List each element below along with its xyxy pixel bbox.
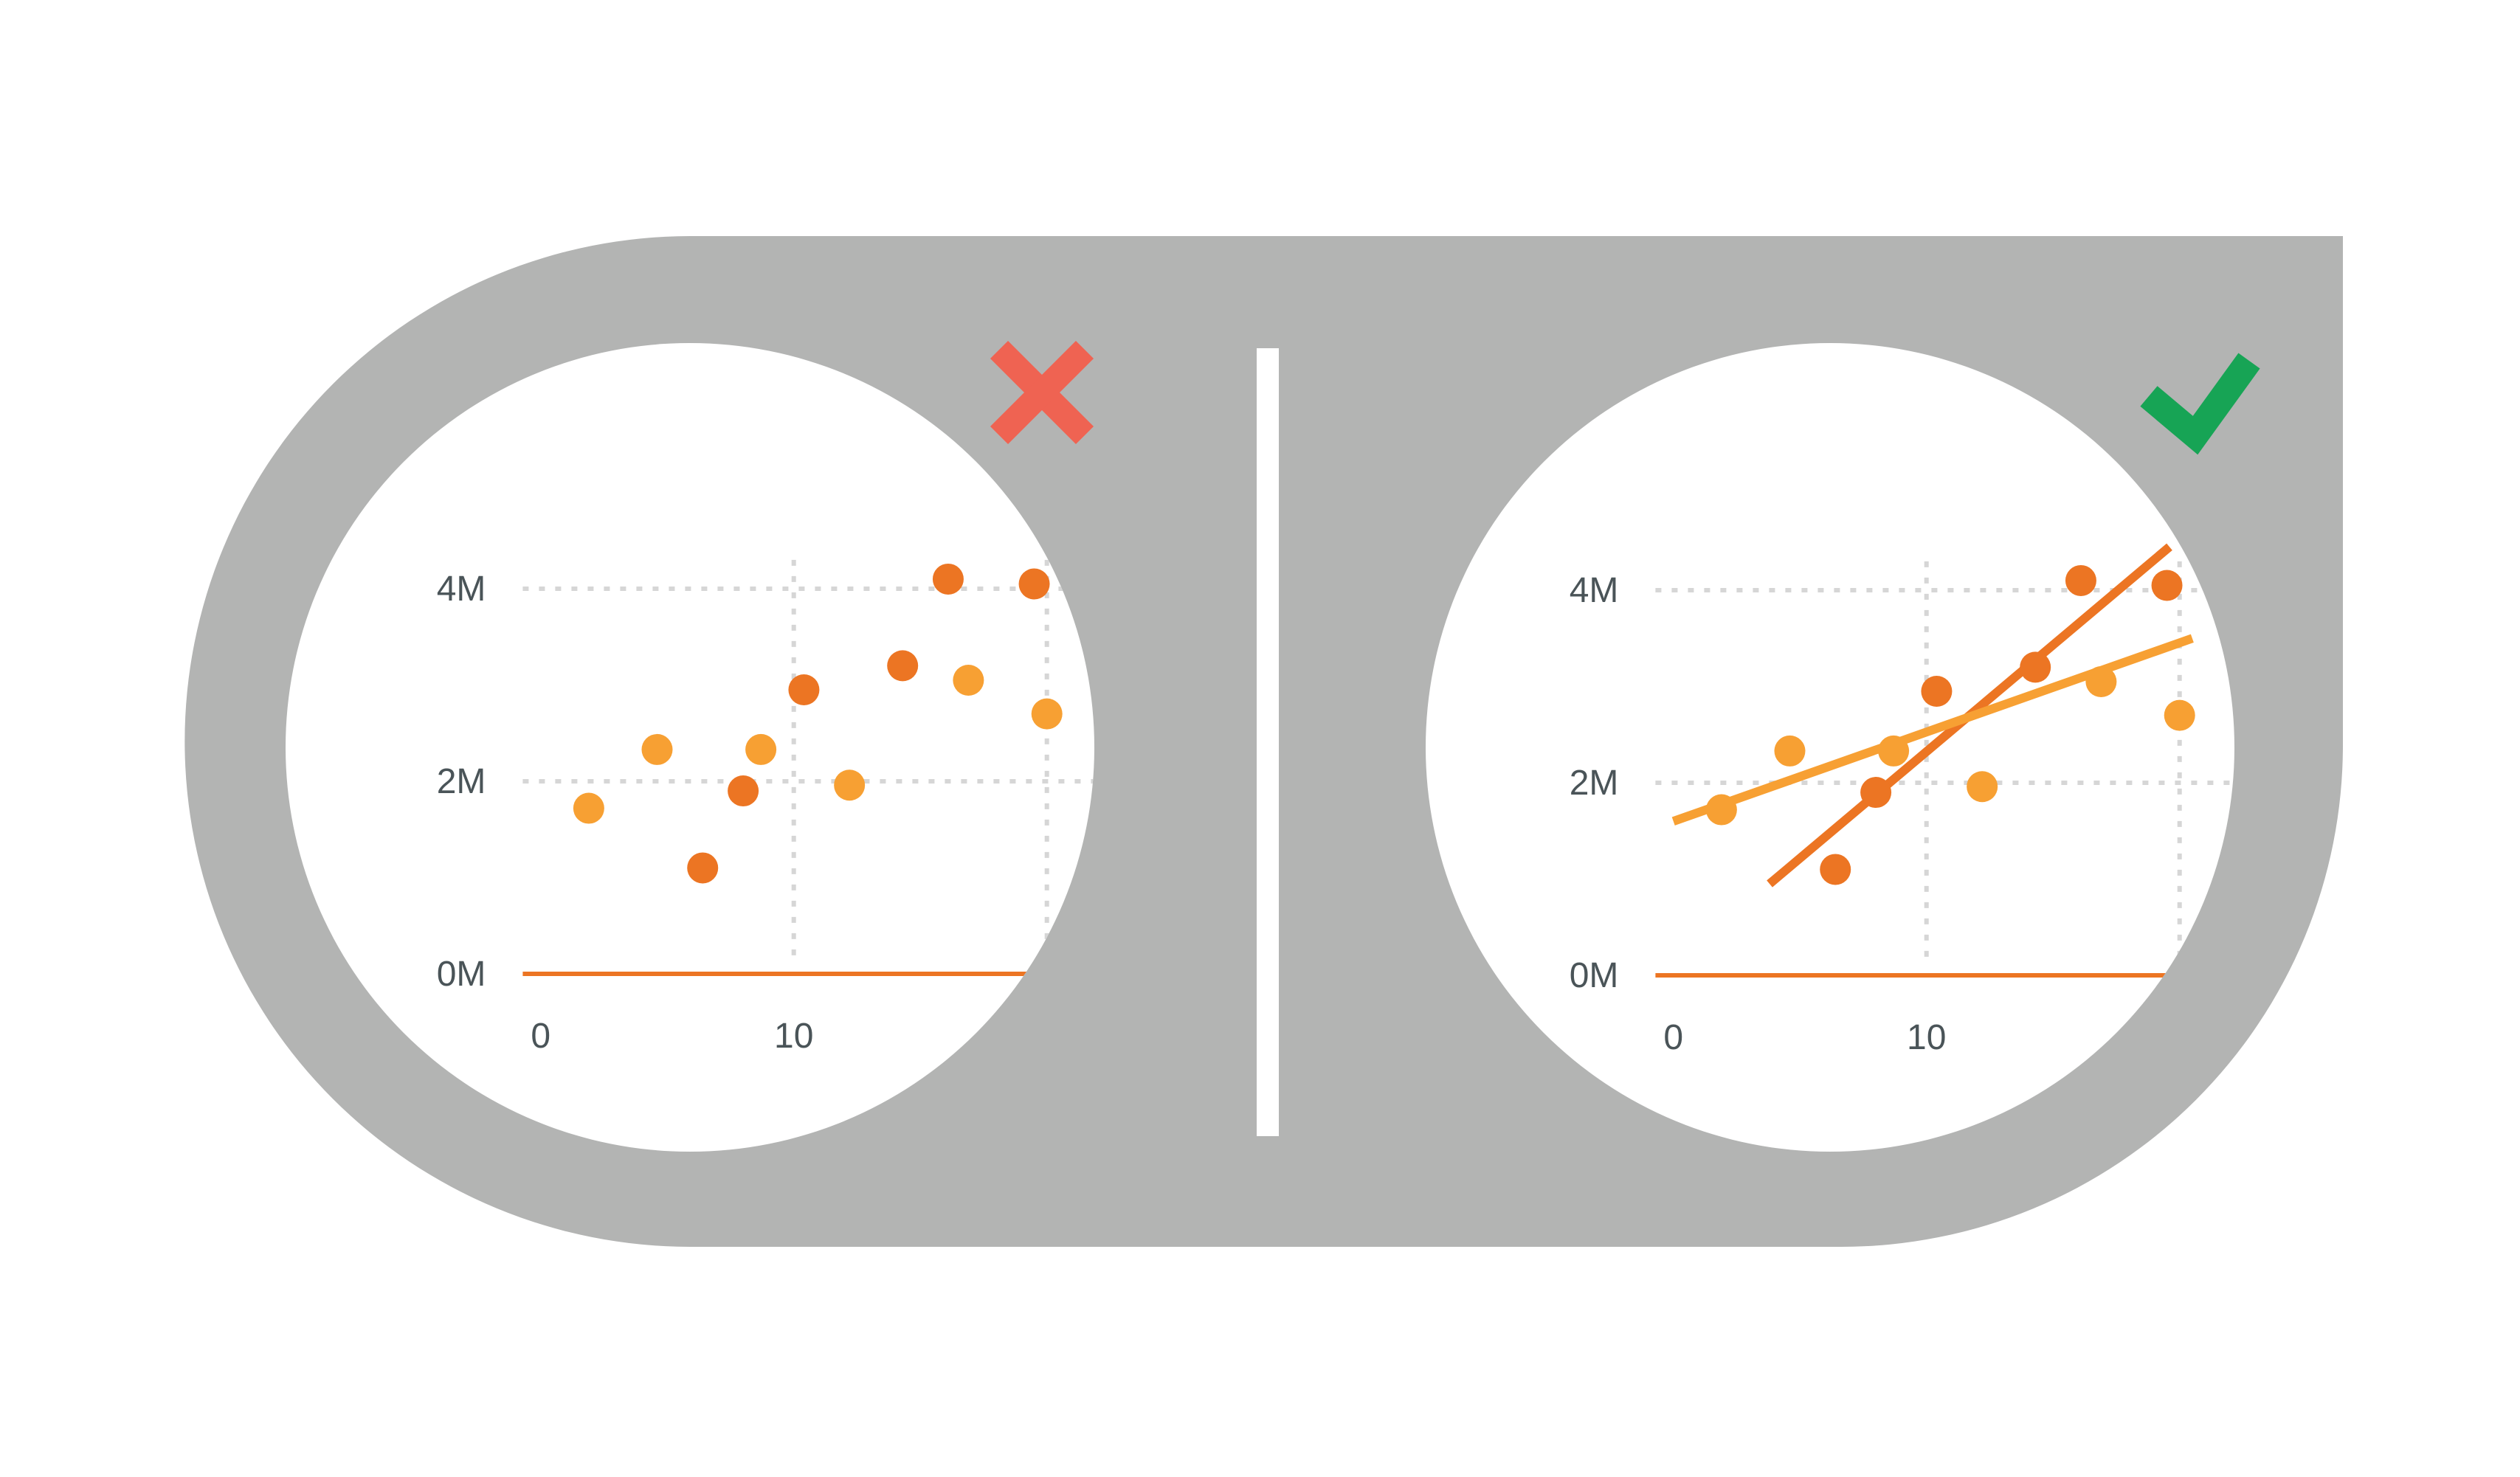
left-point-s2-3 — [745, 733, 777, 765]
right-chart-area — [1655, 543, 2234, 978]
right-x-tick-label: 10 — [1907, 1018, 1946, 1057]
right-point-s1-1 — [1860, 777, 1892, 809]
right-point-s2-3 — [1878, 735, 1910, 767]
right-point-s1-2 — [1921, 676, 1953, 708]
left-point-s2-6 — [1031, 698, 1063, 730]
check-stroke — [2140, 353, 2260, 455]
left-point-s1-5 — [932, 563, 964, 595]
right-point-s2-4 — [1967, 771, 1998, 803]
left-x-tick-label: 10 — [774, 1017, 813, 1056]
left-point-s2-5 — [953, 664, 984, 696]
left-point-s1-2 — [788, 674, 820, 706]
left-point-s1-1 — [728, 775, 759, 807]
right-lens — [1426, 343, 2234, 1152]
right-point-s2-1 — [1705, 794, 1737, 826]
right-point-s1-3 — [1820, 854, 1851, 885]
frame-divider — [1257, 348, 1279, 1136]
left-y-tick-label: 2M — [437, 762, 486, 801]
right-point-s1-5 — [2065, 564, 2096, 596]
left-point-s1-4 — [887, 650, 919, 682]
right-chart-panel: 0M 2M 4M 0 10 — [1426, 343, 2234, 1152]
right-point-s1-6 — [2151, 570, 2183, 601]
right-y-tick-label: 4M — [1570, 571, 1619, 610]
right-y-tick-label: 2M — [1570, 764, 1619, 803]
left-x-tick-label: 0 — [531, 1017, 550, 1056]
right-point-s2-2 — [1774, 735, 1806, 767]
left-point-s2-1 — [573, 792, 604, 824]
right-point-s2-6 — [2164, 699, 2195, 731]
icon-layer — [990, 340, 2260, 455]
left-point-s1-6 — [1018, 568, 1050, 600]
cross-icon — [990, 340, 1094, 445]
right-x-tick-label: 0 — [1663, 1018, 1683, 1057]
left-lens — [286, 343, 1094, 1152]
check-icon — [2140, 353, 2260, 455]
left-chart-area — [522, 559, 1094, 976]
left-y-tick-label: 0M — [437, 955, 486, 994]
left-chart-panel: 0M 2M 4M 0 10 — [286, 343, 1094, 1152]
left-y-tick-label: 4M — [437, 570, 486, 609]
cross-stroke-2 — [990, 340, 1094, 445]
right-point-s2-5 — [2085, 665, 2117, 697]
right-y-tick-label: 0M — [1570, 956, 1619, 995]
right-point-s1-4 — [2020, 651, 2051, 683]
left-point-s2-4 — [834, 769, 866, 801]
left-point-s1-3 — [687, 852, 719, 884]
left-point-s2-2 — [641, 733, 673, 765]
